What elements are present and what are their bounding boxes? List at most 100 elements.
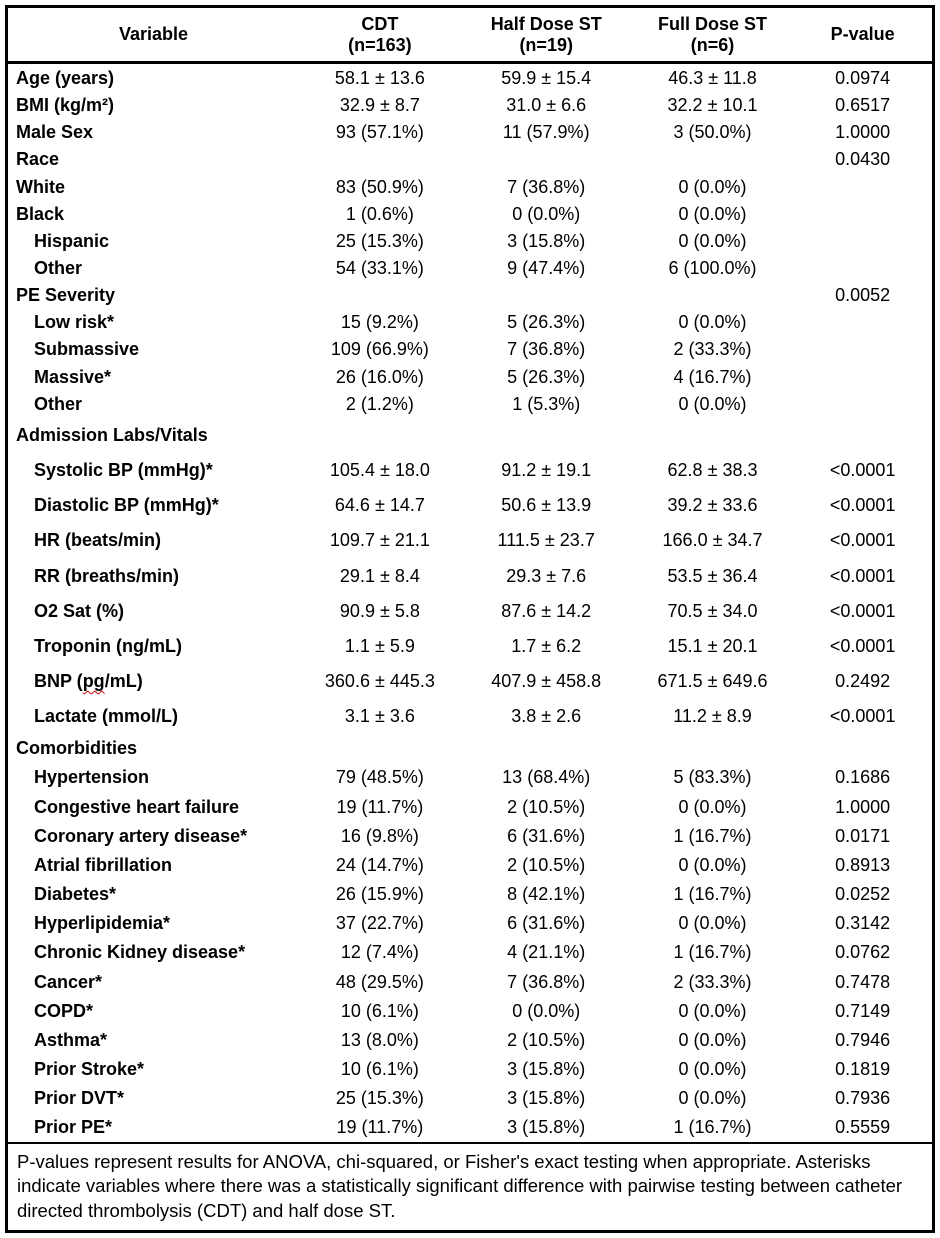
column-header-cdt: CDT (n=163): [299, 8, 461, 65]
half-dose-value-cell: 6 (31.6%): [507, 825, 586, 846]
table-row: O2 Sat (%) 90.9 ± 5.8 87.6 ± 14.2 70.5 ± 34…: [8, 593, 932, 628]
table-row: Comorbidities: [8, 734, 932, 763]
table-row: Admission Labs/Vitals: [8, 417, 932, 452]
full-dose-value-cell: [632, 146, 794, 173]
variable-cell: BMI (kg/m²): [16, 95, 114, 116]
variable-cell: Male Sex: [16, 122, 94, 143]
full-dose-value-cell: 0 (0.0%): [678, 913, 747, 934]
cdt-value-cell: 25 (15.3%): [335, 1088, 424, 1109]
variable-cell: Troponin (ng/mL): [34, 635, 182, 656]
p-value-cell: [793, 734, 932, 763]
cdt-value-cell: 37 (22.7%): [335, 913, 424, 934]
cdt-value-cell: 105.4 ± 18.0: [329, 460, 430, 481]
column-header-p-value: P-value: [793, 8, 932, 65]
full-dose-value-cell: 5 (83.3%): [673, 767, 752, 788]
column-header-n: (n=163): [348, 34, 412, 55]
full-dose-value-cell: 1 (16.7%): [673, 942, 752, 963]
variable-cell: Admission Labs/Vitals: [16, 424, 208, 445]
cdt-value-cell: 3.1 ± 3.6: [344, 706, 415, 727]
half-dose-value-cell: 3 (15.8%): [507, 230, 586, 251]
cdt-value-cell: 24 (14.7%): [335, 854, 424, 875]
table-row: Black 1 (0.6%) 0 (0.0%) 0 (0.0%): [8, 200, 932, 227]
cdt-value-cell: 26 (16.0%): [335, 366, 424, 387]
full-dose-value-cell: [632, 282, 794, 309]
half-dose-value-cell: 2 (10.5%): [507, 1029, 586, 1050]
cdt-value-cell: 90.9 ± 5.8: [339, 600, 420, 621]
full-dose-value-cell: 2 (33.3%): [673, 339, 752, 360]
cdt-value-cell: 360.6 ± 445.3: [324, 671, 435, 691]
table-row: Prior Stroke* 10 (6.1%) 3 (15.8%) 0 (0.0%) 0…: [8, 1055, 932, 1084]
table-row: Chronic Kidney disease* 12 (7.4%) 4 (21.1%…: [8, 938, 932, 967]
variable-cell: Prior Stroke*: [34, 1059, 145, 1080]
half-dose-value-cell: 1.7 ± 6.2: [511, 635, 582, 656]
table-row: Diastolic BP (mmHg)* 64.6 ± 14.7 50.6 ± 13…: [8, 488, 932, 523]
variable-cell: Coronary artery disease*: [34, 825, 248, 846]
column-header-label: CDT: [361, 14, 399, 34]
cdt-value-cell: 79 (48.5%): [335, 767, 424, 788]
full-dose-value-cell: 0 (0.0%): [678, 854, 747, 875]
full-dose-value-cell: 4 (16.7%): [673, 366, 752, 387]
variable-cell: Age (years): [16, 67, 115, 88]
table-body: Age (years) 58.1 ± 13.6 59.9 ± 15.4 46.3 ± …: [8, 63, 932, 1142]
full-dose-value-cell: 0 (0.0%): [678, 393, 747, 414]
half-dose-value-cell: 4 (21.1%): [507, 942, 586, 963]
variable-cell: COPD*: [34, 1000, 94, 1021]
full-dose-value-cell: [632, 734, 794, 763]
cdt-value-cell: [299, 417, 461, 452]
half-dose-value-cell: 3 (15.8%): [507, 1088, 586, 1109]
cdt-value-cell: 93 (57.1%): [335, 122, 424, 143]
half-dose-value-cell: 29.3 ± 7.6: [506, 565, 587, 586]
cdt-value-cell: 29.1 ± 8.4: [339, 565, 420, 586]
table-row: Prior DVT* 25 (15.3%) 3 (15.8%) 0 (0.0%) 0.7…: [8, 1084, 932, 1113]
p-value-cell: 1.0000: [835, 122, 891, 143]
table-footnote: P-values represent results for ANOVA, ch…: [8, 1142, 932, 1230]
p-value-cell: [793, 309, 932, 336]
half-dose-value-cell: 11 (57.9%): [502, 122, 590, 143]
variable-cell: Prior PE*: [34, 1117, 113, 1138]
half-dose-value-cell: 111.5 ± 23.7: [497, 530, 595, 551]
full-dose-value-cell: 46.3 ± 11.8: [668, 67, 757, 88]
cdt-value-cell: 64.6 ± 14.7: [334, 495, 425, 516]
table-row: Asthma* 13 (8.0%) 2 (10.5%) 0 (0.0%) 0.7946: [8, 1025, 932, 1054]
full-dose-value-cell: 0 (0.0%): [678, 1029, 747, 1050]
cdt-value-cell: 15 (9.2%): [340, 312, 419, 333]
variable-cell: RR (breaths/min): [34, 565, 180, 586]
half-dose-value-cell: 0 (0.0%): [512, 203, 581, 224]
table-header: Variable CDT (n=163) Half Dose ST (n=19) Full…: [8, 8, 932, 65]
half-dose-value-cell: 91.2 ± 19.1: [501, 460, 592, 481]
table-row: Other 2 (1.2%) 1 (5.3%) 0 (0.0%): [8, 390, 932, 417]
full-dose-value-cell: 62.8 ± 38.3: [667, 460, 758, 481]
cdt-value-cell: 10 (6.1%): [340, 1000, 419, 1021]
variable-cell: Black: [16, 203, 65, 224]
table-row: Congestive heart failure 19 (11.7%) 2 (10.…: [8, 792, 932, 821]
variable-cell: Congestive heart failure: [34, 796, 240, 817]
table-row: Atrial fibrillation 24 (14.7%) 2 (10.5%) 0 …: [8, 850, 932, 879]
p-value-cell: 0.8913: [835, 854, 891, 875]
full-dose-value-cell: [632, 417, 794, 452]
cdt-value-cell: 25 (15.3%): [335, 230, 424, 251]
p-value-cell: <0.0001: [829, 706, 896, 727]
half-dose-value-cell: 0 (0.0%): [512, 1000, 581, 1021]
half-dose-value-cell: 5 (26.3%): [507, 366, 586, 387]
full-dose-value-cell: 39.2 ± 33.6: [667, 495, 758, 516]
half-dose-value-cell: 3 (15.8%): [507, 1117, 586, 1138]
p-value-cell: <0.0001: [829, 565, 896, 586]
variable-cell: Other: [34, 393, 83, 414]
half-dose-value-cell: 2 (10.5%): [507, 796, 586, 817]
full-dose-value-cell: 1 (16.7%): [673, 1117, 752, 1138]
full-dose-value-cell: 0 (0.0%): [678, 1088, 747, 1109]
full-dose-value-cell: 671.5 ± 649.6: [657, 671, 768, 691]
cdt-value-cell: 10 (6.1%): [340, 1059, 419, 1080]
variable-cell: Hyperlipidemia*: [34, 913, 171, 934]
cdt-value-cell: 2 (1.2%): [345, 393, 414, 414]
variable-cell: Diabetes*: [34, 884, 117, 905]
table-row: COPD* 10 (6.1%) 0 (0.0%) 0 (0.0%) 0.7149: [8, 996, 932, 1025]
full-dose-value-cell: 6 (100.0%): [668, 257, 757, 278]
half-dose-value-cell: [461, 146, 632, 173]
table-row: Cancer* 48 (29.5%) 7 (36.8%) 2 (33.3%) 0.747…: [8, 967, 932, 996]
p-value-cell: <0.0001: [829, 495, 896, 516]
table-row: Coronary artery disease* 16 (9.8%) 6 (31.6…: [8, 821, 932, 850]
column-header-label: Variable: [119, 24, 189, 45]
column-header-full-dose-st: Full Dose ST (n=6): [631, 8, 794, 65]
